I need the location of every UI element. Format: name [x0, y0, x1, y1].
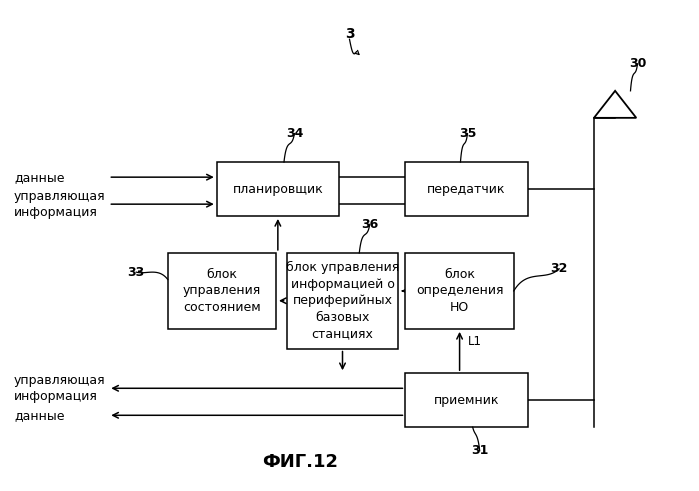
Text: блок
определения
НО: блок определения НО [416, 268, 503, 314]
Text: управляющая
информация: управляющая информация [14, 374, 106, 403]
Text: данные: данные [14, 409, 64, 422]
FancyBboxPatch shape [405, 253, 514, 329]
Text: 34: 34 [286, 127, 303, 140]
Text: управляющая
информация: управляющая информация [14, 190, 106, 218]
Text: передатчик: передатчик [427, 183, 506, 195]
FancyBboxPatch shape [405, 373, 528, 427]
Text: 33: 33 [128, 266, 145, 278]
Text: блок
управления
состоянием: блок управления состоянием [183, 268, 261, 314]
FancyBboxPatch shape [287, 253, 398, 349]
Text: L1: L1 [468, 335, 482, 348]
Text: 36: 36 [361, 218, 378, 231]
FancyBboxPatch shape [217, 162, 339, 216]
Text: 31: 31 [471, 444, 489, 457]
FancyBboxPatch shape [168, 253, 276, 329]
Text: планировщик: планировщик [233, 183, 323, 195]
FancyBboxPatch shape [405, 162, 528, 216]
Text: приемник: приемник [434, 394, 499, 407]
Text: данные: данные [14, 171, 64, 184]
Text: 35: 35 [459, 127, 476, 140]
Text: 3: 3 [345, 27, 354, 41]
Text: 32: 32 [551, 262, 568, 275]
Text: блок управления
информацией о
периферийных
базовых
станциях: блок управления информацией о периферийн… [286, 261, 399, 340]
Text: ФИГ.12: ФИГ.12 [263, 453, 338, 471]
Text: 30: 30 [629, 57, 646, 70]
